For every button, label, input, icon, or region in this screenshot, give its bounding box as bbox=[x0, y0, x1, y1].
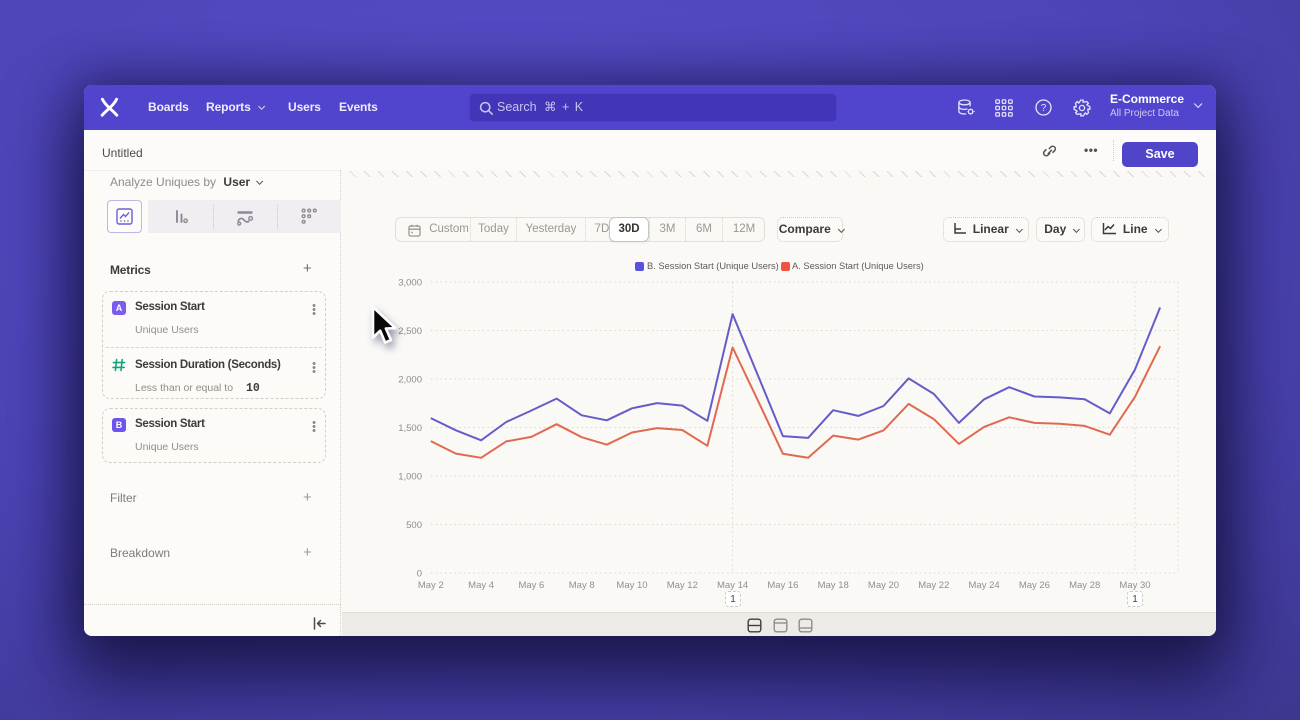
svg-text:2,000: 2,000 bbox=[398, 375, 422, 386]
svg-text:May 16: May 16 bbox=[767, 580, 798, 591]
svg-text:1,000: 1,000 bbox=[398, 472, 422, 483]
svg-text:500: 500 bbox=[406, 520, 422, 531]
svg-text:May 2: May 2 bbox=[418, 580, 444, 591]
svg-text:May 24: May 24 bbox=[969, 580, 1000, 591]
svg-text:May 14: May 14 bbox=[717, 580, 748, 591]
svg-text:May 22: May 22 bbox=[918, 580, 949, 591]
svg-text:May 12: May 12 bbox=[667, 580, 698, 591]
svg-text:0: 0 bbox=[417, 569, 422, 580]
svg-text:May 10: May 10 bbox=[616, 580, 647, 591]
svg-text:May 8: May 8 bbox=[569, 580, 595, 591]
svg-text:2,500: 2,500 bbox=[398, 326, 422, 337]
svg-text:May 4: May 4 bbox=[468, 580, 494, 591]
svg-text:?: ? bbox=[1041, 103, 1047, 114]
svg-text:3,000: 3,000 bbox=[398, 278, 422, 289]
svg-text:1,500: 1,500 bbox=[398, 423, 422, 434]
svg-text:May 26: May 26 bbox=[1019, 580, 1050, 591]
svg-text:May 6: May 6 bbox=[518, 580, 544, 591]
svg-text:May 28: May 28 bbox=[1069, 580, 1100, 591]
svg-text:May 30: May 30 bbox=[1119, 580, 1150, 591]
svg-text:May 20: May 20 bbox=[868, 580, 899, 591]
svg-text:May 18: May 18 bbox=[818, 580, 849, 591]
